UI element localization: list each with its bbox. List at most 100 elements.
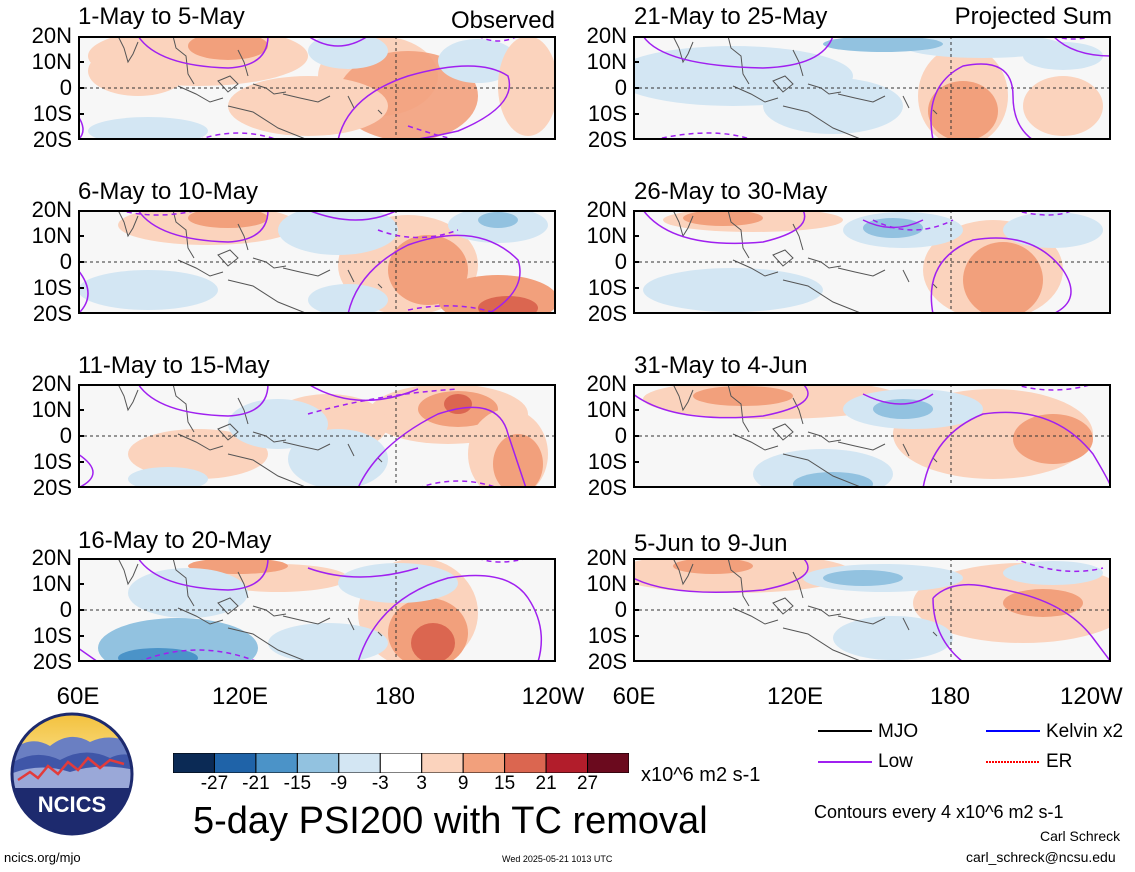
contour-line: [932, 583, 1111, 662]
shading-region: [188, 210, 268, 228]
colorbar-tick-label: -9: [330, 773, 348, 794]
lat-label: 0: [59, 423, 72, 448]
colorbar-box: [379, 753, 423, 773]
contour-line: [227, 627, 309, 662]
panel-title-right-3: 31-May to 4-Jun: [634, 352, 808, 379]
contour-line: [807, 83, 842, 95]
lat-label: 20S: [587, 649, 627, 674]
shading-region: [493, 434, 543, 488]
contour-line: [117, 210, 139, 238]
contour-line: [377, 631, 383, 637]
shading-region: [1023, 42, 1103, 70]
contour-line: [377, 229, 459, 239]
contour-line: [347, 234, 521, 314]
lat-label: 20S: [32, 475, 72, 500]
contour-line: [172, 558, 195, 607]
contour-line: [652, 132, 754, 140]
shading-region: [188, 36, 268, 60]
lat-label: 20N: [586, 545, 627, 570]
shading-region: [338, 563, 458, 603]
panel-title-left-1: 1-May to 5-May: [78, 3, 245, 30]
shading-region: [673, 558, 753, 574]
lat-label: 20S: [32, 127, 72, 152]
lon-label-180-left: 180: [374, 683, 416, 710]
contour-line: [837, 615, 886, 625]
contour-line: [902, 617, 910, 631]
shading-region: [928, 81, 998, 140]
shading-region: [1003, 561, 1103, 585]
contour-line: [307, 36, 369, 47]
map-panel: [633, 36, 1111, 140]
legend-label-mjo: MJO: [878, 721, 919, 742]
footer-site[interactable]: ncics.org/mjo: [4, 850, 81, 865]
lat-label: 20N: [31, 545, 72, 570]
contour-line: [922, 411, 1111, 488]
contour-line: [642, 210, 806, 245]
contour-line: [137, 649, 259, 662]
contour-line: [282, 93, 331, 103]
shading-region: [1013, 414, 1093, 464]
shading-region: [478, 212, 518, 228]
shading-region: [278, 210, 398, 255]
lat-label: 20S: [587, 301, 627, 326]
contour-line: [237, 397, 249, 425]
colorbar-box: [296, 753, 340, 773]
contour-line: [357, 574, 543, 662]
contour-line: [792, 223, 804, 251]
colorbar-tick-label: 15: [494, 773, 516, 794]
lat-label: 0: [59, 249, 72, 274]
contour-line: [807, 605, 842, 617]
contour-line: [282, 267, 331, 277]
contour-line: [78, 647, 99, 662]
contour-line: [930, 237, 1072, 314]
shading-region: [78, 270, 218, 310]
contour-line: [177, 85, 224, 103]
contour-line: [137, 558, 269, 591]
shading-region: [444, 394, 472, 414]
contour-line: [282, 615, 331, 625]
lat-label: 20N: [586, 23, 627, 48]
lon-label-180-right: 180: [929, 683, 971, 710]
contour-line: [377, 457, 383, 463]
contour-line: [307, 388, 459, 415]
contour-line: [172, 36, 195, 85]
lat-label: 10S: [587, 275, 627, 300]
contour-line: [782, 453, 864, 488]
contour-line: [227, 279, 309, 314]
footer-email[interactable]: carl_schreck@ncsu.edu: [966, 849, 1116, 865]
lat-label: 10N: [31, 49, 72, 74]
contour-line: [177, 433, 224, 451]
contour-line: [932, 457, 938, 463]
contour-line: [932, 283, 938, 289]
contour-line: [377, 283, 383, 289]
contour-line: [837, 93, 886, 103]
lat-label: 20S: [587, 475, 627, 500]
contour-line: [862, 393, 934, 405]
contour-line: [337, 65, 511, 140]
lat-label: 20S: [587, 127, 627, 152]
shading-region: [833, 616, 953, 660]
lat-label: 0: [614, 597, 627, 622]
contour-line: [347, 617, 355, 631]
contour-line: [782, 105, 864, 140]
shading-region: [963, 242, 1043, 314]
panel-title-right-4: 5-Jun to 9-Jun: [634, 530, 788, 557]
shading-region: [478, 296, 538, 314]
colorbar-tick-label: 21: [535, 773, 557, 794]
shading-region: [288, 429, 388, 488]
contour-line: [727, 384, 750, 433]
colorbar-tick-label: -15: [283, 773, 312, 794]
shading-region: [498, 36, 556, 136]
contour-line: [792, 397, 804, 425]
contour-line: [237, 49, 249, 77]
contour-line: [252, 83, 287, 95]
lat-label: 20S: [32, 301, 72, 326]
shading-region: [643, 268, 823, 312]
shading-region: [88, 117, 208, 140]
contour-line: [633, 558, 809, 593]
colorbar-tick-label: 27: [576, 773, 599, 794]
colorbar: [173, 753, 629, 773]
panel-title-right-1: 21-May to 25-May: [634, 3, 828, 30]
contour-line: [137, 36, 269, 69]
lat-label: 10S: [32, 623, 72, 648]
